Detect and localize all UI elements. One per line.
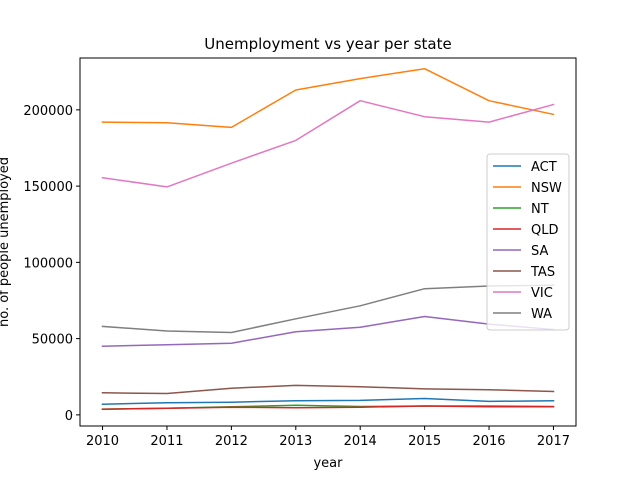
- series-line-vic: [101, 99, 555, 188]
- legend-label-qld: QLD: [531, 223, 559, 238]
- chart-title: Unemployment vs year per state: [204, 35, 451, 53]
- series-lines: [101, 67, 555, 410]
- legend: ACT NSW NT QLD SA TAS VIC WA: [486, 153, 570, 331]
- x-tick-label: 2013: [279, 434, 312, 449]
- x-tick-label: 2010: [86, 434, 119, 449]
- legend-label-sa: SA: [531, 244, 548, 259]
- x-tick-label: 2011: [150, 434, 183, 449]
- series-line-nsw: [101, 67, 555, 129]
- plot-frame: [79, 57, 577, 427]
- x-tick-label: 2014: [344, 434, 377, 449]
- legend-label-nsw: NSW: [531, 181, 562, 196]
- y-axis: 0 50000 100000 150000 200000: [23, 104, 80, 424]
- series-line-act: [101, 397, 555, 405]
- legend-box: [486, 153, 570, 331]
- y-tick-label: 50000: [32, 333, 73, 348]
- y-tick-label: 0: [65, 409, 73, 424]
- x-axis: 2010 2011 2012 2013 2014 2015 2016 2017: [86, 426, 570, 449]
- legend-label-vic: VIC: [531, 286, 553, 301]
- series-line-wa: [101, 284, 555, 334]
- legend-label-wa: WA: [531, 307, 552, 322]
- legend-label-act: ACT: [531, 160, 557, 175]
- x-axis-title: year: [313, 456, 343, 471]
- y-axis-title: no. of people unemployed: [0, 157, 12, 327]
- series-line-sa: [101, 315, 555, 347]
- legend-label-nt: NT: [531, 202, 549, 217]
- x-tick-label: 2012: [215, 434, 248, 449]
- y-tick-label: 200000: [23, 104, 73, 119]
- y-tick-label: 150000: [23, 180, 73, 195]
- x-tick-label: 2016: [472, 434, 505, 449]
- x-tick-label: 2017: [537, 434, 570, 449]
- x-tick-label: 2015: [408, 434, 441, 449]
- legend-label-tas: TAS: [530, 265, 555, 280]
- series-line-qld: [101, 405, 555, 410]
- y-tick-label: 100000: [23, 256, 73, 271]
- series-line-tas: [101, 384, 555, 395]
